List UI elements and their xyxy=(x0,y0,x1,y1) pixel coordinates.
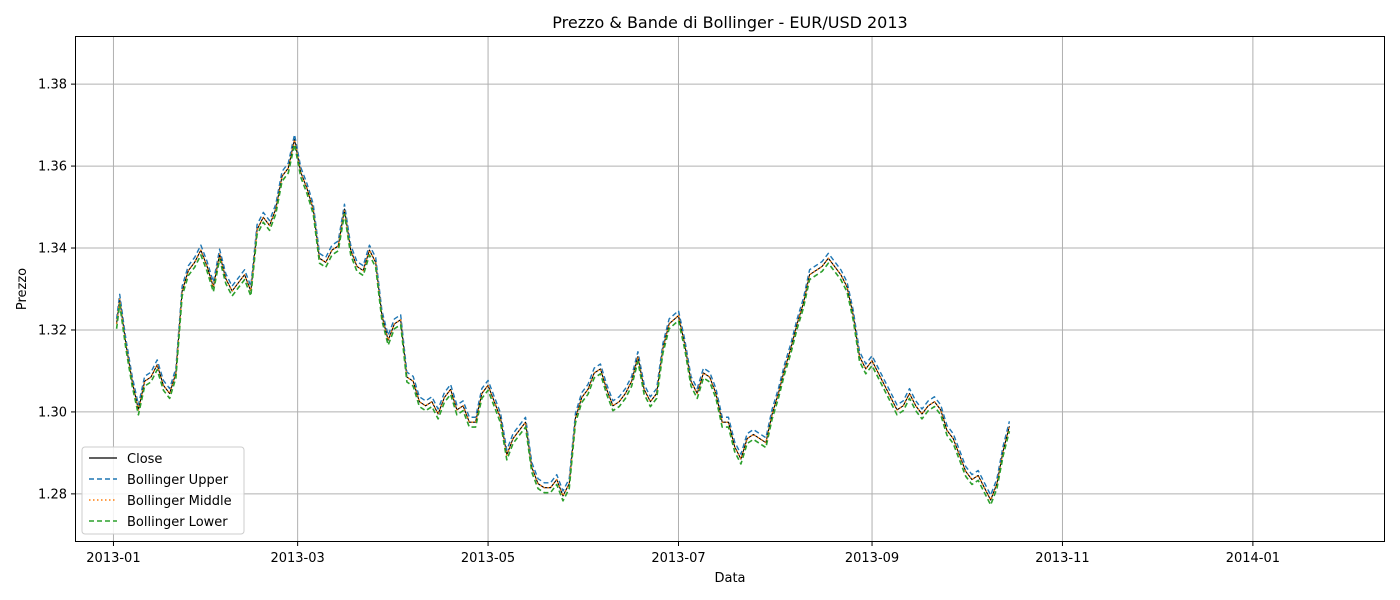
plot-frame xyxy=(75,36,1385,542)
legend-label-bollinger-upper: Bollinger Upper xyxy=(127,473,229,488)
series-layer xyxy=(115,133,1011,506)
grid-layer xyxy=(76,37,1384,541)
y-tick-label: 1.30 xyxy=(38,405,67,420)
chart-title: Prezzo & Bande di Bollinger - EUR/USD 20… xyxy=(552,13,907,32)
legend-label-bollinger-middle: Bollinger Middle xyxy=(127,494,232,509)
x-axis-ticks: 2013-01 2013-03 2013-05 2013-07 2013-09 2013-… xyxy=(86,541,1280,566)
x-axis-label: Data xyxy=(714,571,745,586)
y-tick-label: 1.36 xyxy=(38,160,67,175)
series-line-close xyxy=(116,138,1010,501)
legend: Close Bollinger Upper Bollinger Middle B… xyxy=(81,446,245,535)
x-tick-label: 2014-01 xyxy=(1226,551,1280,566)
legend-box xyxy=(81,446,245,535)
legend-label-bollinger-lower: Bollinger Lower xyxy=(127,515,228,530)
y-axis-ticks: 1.28 1.30 1.32 1.34 1.36 1.38 xyxy=(38,78,76,502)
x-tick-label: 2013-09 xyxy=(845,551,899,566)
y-axis-label: Prezzo xyxy=(15,268,30,310)
x-tick-label: 2013-03 xyxy=(270,551,324,566)
x-tick-label: 2013-05 xyxy=(461,551,515,566)
legend-label-close: Close xyxy=(127,452,162,467)
x-tick-label: 2013-11 xyxy=(1035,551,1089,566)
series-line-bollinger-upper xyxy=(115,133,1011,496)
y-tick-label: 1.28 xyxy=(38,487,67,502)
x-tick-label: 2013-01 xyxy=(86,551,140,566)
y-tick-label: 1.32 xyxy=(38,323,67,338)
y-tick-label: 1.34 xyxy=(38,242,67,257)
y-tick-label: 1.38 xyxy=(38,78,67,93)
series-line-bollinger-lower xyxy=(115,143,1011,506)
x-tick-label: 2013-07 xyxy=(651,551,705,566)
